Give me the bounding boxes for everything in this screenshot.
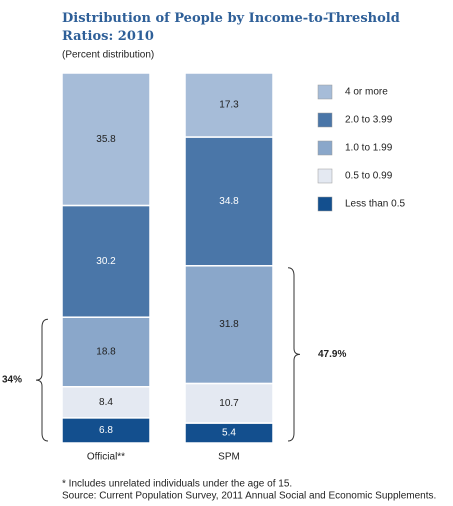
bar-segment [184,136,274,267]
x-tick-label: Official** [87,452,125,463]
value-label: 8.4 [99,397,113,408]
legend-label: 2.0 to 3.99 [345,115,393,126]
value-label: 34.8 [219,196,239,207]
legend-swatch [317,140,333,156]
value-label: 30.2 [96,256,116,267]
chart-subtitle: (Percent distribution) [62,50,154,61]
chart-title: Distribution of People by Income-to-Thre… [62,11,400,44]
legend-label: Less than 0.5 [345,199,405,210]
value-label: 35.8 [96,134,116,145]
legend-label: 1.0 to 1.99 [345,143,393,154]
footnote: * Includes unrelated individuals under t… [62,479,292,490]
bracket [35,318,49,442]
bar-segment [61,204,151,318]
value-label: 31.8 [219,319,239,330]
value-label: 18.8 [96,347,116,358]
legend-label: 0.5 to 0.99 [345,171,393,182]
bar-segment [184,265,274,385]
bracket [287,267,301,442]
annotation: 34% [2,375,22,386]
annotation: 47.9% [318,349,346,360]
bar-segment [61,417,151,444]
bar-segment [184,72,274,138]
value-label: 6.8 [99,425,113,436]
value-label: 17.3 [219,100,239,111]
legend-swatch [317,112,333,128]
x-tick-label: SPM [218,452,240,463]
legend-swatch [317,196,333,212]
bar-segment [61,386,151,419]
value-label: 5.4 [222,428,236,439]
legend-label: 4 or more [345,87,388,98]
bar-segment [184,382,274,424]
bar-segment [61,72,151,207]
source-note: Source: Current Population Survey, 2011 … [62,491,436,502]
value-label: 10.7 [219,398,239,409]
legend-swatch [317,168,333,184]
legend-swatch [317,84,333,100]
